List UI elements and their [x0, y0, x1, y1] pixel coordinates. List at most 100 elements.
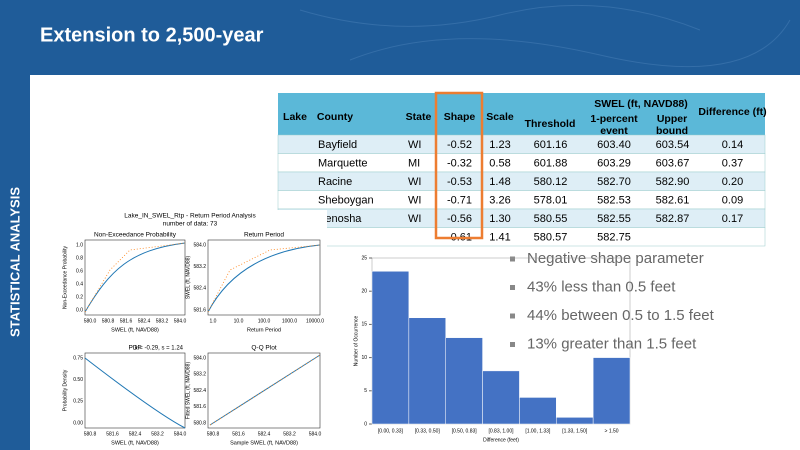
- panel-points: [209, 354, 321, 426]
- panel-ytick: 0.75: [73, 355, 83, 361]
- panel-ytick: 0.8: [76, 255, 83, 261]
- bullet-marker: [510, 342, 515, 347]
- table-cell: -0.56: [447, 213, 472, 225]
- panel-ytick: 581.6: [193, 307, 206, 313]
- bar: [371, 271, 410, 425]
- y-tick-label: 5: [364, 388, 367, 394]
- y-tick-label: 10: [361, 355, 367, 361]
- panel-xtick: 582.4: [129, 431, 142, 437]
- panel-ytick: 584.0: [193, 242, 206, 248]
- table-header: SWEL (ft, NAVD88): [594, 98, 688, 110]
- table-cell: 1.23: [489, 139, 510, 151]
- header-contours: [299, 4, 791, 68]
- table-cell: 582.87: [656, 213, 690, 225]
- panel-ylabel: Probability Density: [62, 369, 68, 411]
- table-cell: -0.52: [447, 139, 472, 151]
- panel-xtick: 584.0: [309, 431, 322, 437]
- panel-ylabel: SWEL (ft, NAVD88): [185, 255, 191, 299]
- bullet-text: 13% greater than 1.5 feet: [527, 335, 697, 352]
- panel-note: k = -0.29, s = 1.24: [135, 346, 184, 352]
- table-cell: WI: [408, 194, 421, 206]
- y-axis-label: Number of Occurrence: [353, 315, 359, 366]
- table-cell: Marquette: [318, 157, 368, 169]
- table-cell: 580.55: [534, 213, 568, 225]
- y-tick-label: 20: [361, 289, 367, 295]
- header-band: [0, 0, 800, 75]
- table-cell: 0.37: [722, 157, 743, 169]
- panel-xtick: 580.8: [102, 318, 115, 324]
- table-cell: 0.14: [722, 139, 743, 151]
- table-cell: 582.61: [656, 194, 690, 206]
- panel-points: [207, 244, 321, 313]
- panel-xtick: 582.4: [258, 431, 271, 437]
- panel-ytick: 0.00: [73, 420, 83, 426]
- panel-xlabel: Return Period: [247, 327, 281, 333]
- x-tick-label: [0.83, 1.00]: [488, 428, 514, 434]
- panel-ytick: 584.0: [193, 355, 206, 361]
- table-cell: 603.67: [656, 157, 690, 169]
- highlight-box: [434, 91, 484, 240]
- bullet-text: 44% between 0.5 to 1.5 feet: [527, 307, 715, 324]
- panel-ytick: 0.0: [76, 307, 83, 313]
- table-cell: -0.32: [447, 157, 472, 169]
- panel-xtick: 584.0: [174, 431, 187, 437]
- panel-title: Non-Exceedance Probability: [94, 232, 177, 239]
- panel-title: Q-Q Plot: [251, 345, 276, 352]
- table-cell: Sheboygan: [318, 194, 374, 206]
- panel-xtick: 580.8: [207, 431, 220, 437]
- panel-ylabel: Fitted SWEL (ft, NAVD88): [185, 362, 191, 420]
- panel-xtick: 1000.0: [282, 318, 298, 324]
- bar: [445, 337, 483, 425]
- table-cell: 1.41: [489, 231, 510, 243]
- panel-xtick: 580.8: [84, 431, 97, 437]
- table-row: [277, 227, 766, 247]
- table-cell: 3.26: [489, 194, 510, 206]
- panel-xtick: 581.6: [106, 431, 119, 437]
- panel-xtick: 1.0: [210, 318, 217, 324]
- bar: [592, 357, 631, 425]
- panel-ytick: 0.4: [76, 281, 83, 287]
- table-subheader: 1-percent event: [590, 113, 638, 137]
- panel-curve: [207, 244, 321, 313]
- bar: [408, 317, 446, 425]
- table-cell: 582.55: [597, 213, 631, 225]
- panel-points: [84, 242, 186, 313]
- table-cell: Bayfield: [318, 139, 357, 151]
- panel-xtick: 584.0: [174, 318, 187, 324]
- x-tick-label: [0.50, 0.83]: [452, 428, 478, 434]
- table-header: County: [317, 111, 353, 123]
- table-cell: 582.90: [656, 176, 690, 188]
- bar: [519, 397, 557, 425]
- panel-ytick: 581.6: [193, 404, 206, 410]
- figure-title: Lake_IN_SWEL_Rtp - Return Period Analysi…: [124, 213, 256, 220]
- table-cell: WI: [408, 139, 421, 151]
- bullet-marker: [510, 256, 515, 262]
- panel-ytick: 1.0: [76, 242, 83, 248]
- table-cell: 0.58: [489, 157, 510, 169]
- table-cell: 0.17: [722, 213, 743, 225]
- panel-xtick: 583.2: [283, 431, 296, 437]
- panel-xlabel: SWEL (ft, NAVD88): [111, 327, 159, 333]
- x-axis-label: Difference (feet): [483, 437, 519, 443]
- panel-xtick: 581.6: [232, 431, 245, 437]
- panel-xtick: 580.0: [84, 318, 97, 324]
- panel-xtick: 583.2: [151, 431, 164, 437]
- table-subheader: Threshold: [525, 118, 576, 130]
- table-cell: 582.70: [597, 176, 631, 188]
- side-label: STATISTICAL ANALYSIS: [7, 187, 22, 337]
- x-tick-label: [1.33, 1.50]: [562, 428, 588, 434]
- panel-frame: [84, 352, 186, 429]
- table-subheader: Upper bound: [656, 113, 688, 137]
- figure-subtitle: number of data: 73: [163, 221, 218, 228]
- table-cell: 0.09: [722, 194, 743, 206]
- panel-xtick: 582.4: [138, 318, 151, 324]
- panel-ytick: 583.2: [193, 264, 206, 270]
- panel-ytick: 582.4: [193, 388, 206, 394]
- bullet-marker: [510, 313, 515, 319]
- table-cell: -0.53: [447, 176, 472, 188]
- table-cell: WI: [408, 176, 421, 188]
- panel-xtick: 583.2: [156, 318, 169, 324]
- table-cell: WI: [408, 213, 421, 225]
- panel-ytick: 0.6: [76, 268, 83, 274]
